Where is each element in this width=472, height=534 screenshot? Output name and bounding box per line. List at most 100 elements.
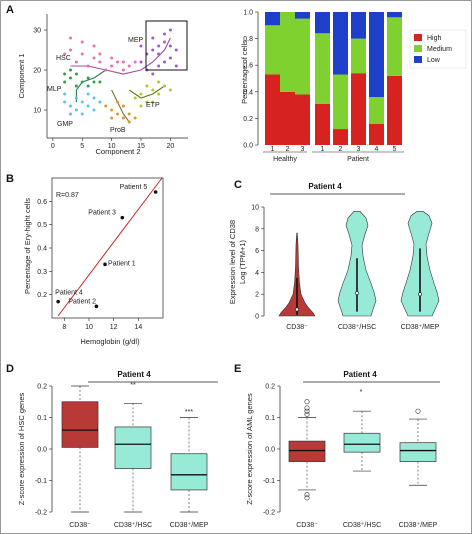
y-axis-title: Component 1: [17, 53, 26, 98]
y-tick-label: 0.5: [37, 222, 47, 229]
cell-point-prob: [110, 116, 114, 120]
label-mlp: MLP: [47, 86, 62, 93]
box-outlier: [415, 408, 421, 414]
panel-e-label: E: [234, 363, 241, 375]
cell-point-mlp: [86, 76, 90, 80]
y-tick-label: 10: [251, 205, 259, 212]
bar-y-tick-label: 0.2: [243, 116, 253, 123]
x-category-label: CD38⁺/MEP: [399, 522, 438, 529]
cell-point-mep: [151, 72, 155, 76]
regression-line: [57, 177, 163, 317]
panel-b: B 8 10 12 14 0.2 0.3 0.4 0.5 0.6 Patient 5 Patien…: [6, 173, 164, 346]
data-point: [103, 262, 107, 267]
y-tick-label: 0.4: [37, 246, 47, 253]
cell-point-etp: [139, 104, 143, 108]
bar-y-tick-label: 0.8: [243, 36, 253, 43]
legend-swatch-medium: [414, 45, 422, 52]
cell-point-mlp: [69, 76, 72, 80]
bar-segment-medium: [333, 74, 348, 130]
label-etp: ETP: [146, 102, 160, 109]
cell-point-prob: [121, 104, 125, 108]
cell-point-mep: [163, 32, 166, 36]
cell-point-mep: [168, 28, 172, 32]
box-iqr: [399, 442, 437, 462]
panel-title: Patient 4: [343, 370, 377, 379]
bar-segment-low: [351, 12, 366, 39]
y-tick-label: 0.0: [37, 447, 47, 454]
legend-label-high: High: [427, 35, 442, 42]
cell-point-hsc: [121, 68, 125, 72]
y-tick-label: 30: [33, 28, 41, 35]
sig-hsc: *: [360, 389, 363, 396]
cell-point-gmp: [80, 100, 84, 104]
y-tick-label: 4: [255, 270, 259, 277]
cell-point-prob: [133, 116, 137, 120]
violin-median: [355, 291, 359, 296]
bar-segment-medium: [280, 12, 295, 92]
box-outlier: [304, 399, 310, 405]
cell-point-mep: [163, 40, 166, 44]
bar-segment-high: [387, 75, 402, 145]
bar-category-label: 5: [393, 146, 397, 153]
cell-point-etp: [145, 100, 149, 104]
bar-segment-high: [295, 94, 310, 145]
bar-segment-high: [265, 74, 280, 145]
point-label: Patient 1: [108, 260, 136, 267]
cell-point-mep: [139, 44, 143, 48]
y-tick-label: 0.2: [265, 384, 275, 391]
stacked-bar-chart: Percentage of cells 0.0 0.2 0.4 0.6 0.8 1.0 1…: [240, 10, 467, 163]
y-tick-label: 0.6: [37, 199, 47, 206]
cell-point-prob: [127, 120, 131, 124]
cell-point-gmp: [69, 112, 72, 116]
label-hsc: HSC: [56, 55, 71, 62]
bar-segment-low: [333, 12, 348, 75]
cell-point-mlp: [74, 84, 78, 88]
x-tick-label: 5: [80, 143, 84, 150]
y-axis-title: Z-score expression of AML genes: [245, 393, 254, 505]
bar-category-label: 1: [321, 146, 325, 153]
panel-title: Patient 4: [117, 370, 151, 379]
x-tick-label: 12: [110, 324, 118, 331]
bar-segment-low: [265, 12, 280, 26]
bar-category-label: 2: [286, 146, 290, 153]
bar-y-tick-label: 0.4: [243, 89, 253, 96]
cell-point-hsc: [80, 52, 84, 56]
box-outlier: [304, 492, 310, 498]
cell-point-hsc: [98, 60, 102, 64]
data-point: [56, 299, 60, 304]
box-iqr: [288, 440, 326, 462]
trajectory-line: [128, 85, 165, 99]
cell-point-gmp: [63, 92, 67, 96]
panel-c-label: C: [234, 179, 242, 191]
x-tick-label: 8: [62, 324, 66, 331]
point-label: Patient 4: [55, 290, 83, 297]
y-tick-label: 2: [255, 292, 259, 299]
y-tick-label: 20: [33, 68, 41, 75]
y-axis-title: Z-score expression of HSC genes: [17, 392, 26, 505]
cell-point-mep: [151, 36, 155, 40]
cell-point-mep: [168, 44, 172, 48]
cell-point-etp: [157, 80, 161, 84]
bar-segment-medium: [315, 33, 330, 104]
bar-segment-low: [387, 12, 402, 18]
cell-point-mlp: [92, 80, 96, 84]
y-tick-label: 8: [255, 226, 259, 233]
bar-segment-high: [351, 73, 366, 145]
cell-point-gmp: [86, 104, 90, 108]
group-label-patient: Patient: [347, 156, 369, 163]
x-axis-title: Component 2: [95, 147, 140, 156]
violin-body: [278, 232, 316, 317]
cell-point-hsc: [74, 60, 78, 64]
cell-point-hsc: [92, 56, 96, 60]
cell-point-mlp: [86, 84, 90, 88]
cell-point-mep: [157, 52, 161, 56]
cell-point-etp: [145, 84, 149, 88]
cell-point-hsc: [121, 60, 125, 64]
panel-c: C Patient 4 0 2 4 6 8 10 CD38⁻ CD38⁺/HSC CD38⁺/…: [228, 179, 440, 331]
label-prob: ProB: [110, 127, 126, 134]
bar-segment-high: [280, 91, 295, 145]
cell-point-hsc: [127, 64, 131, 68]
cell-point-hsc: [110, 64, 114, 68]
